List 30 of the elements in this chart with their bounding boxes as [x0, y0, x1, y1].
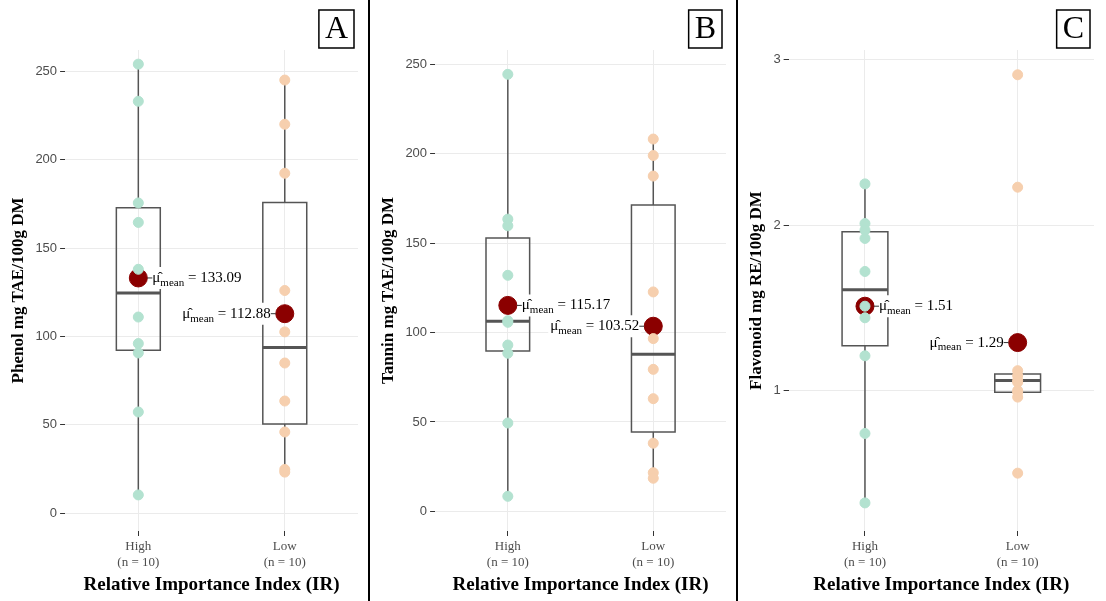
y-tick-label: 250: [35, 62, 58, 78]
x-tick-label: High (n = 10): [486, 538, 529, 569]
chart-title: C: [1062, 9, 1084, 46]
y-axis-title: Flavonoid mg RE/100g DM: [745, 191, 765, 390]
y-tick-label: 50: [42, 416, 58, 432]
x-axis-title: Relative Importance Index (IR): [83, 572, 340, 595]
y-tick-label: 3: [773, 51, 781, 67]
x-tick-label: High (n = 10): [117, 538, 160, 569]
y-tick-label: 200: [35, 151, 58, 167]
x-tick-label: Low (n = 10): [632, 538, 675, 569]
y-tick-label: 100: [35, 328, 58, 344]
chart-title: B: [694, 9, 716, 46]
x-tick-label: Low (n = 10): [263, 538, 306, 569]
y-tick-label: 150: [35, 239, 58, 255]
x-axis-title: Relative Importance Index (IR): [452, 572, 709, 595]
y-tick-label: 100: [405, 324, 428, 340]
y-axis-title: Tannin mg TAE/100g DM: [377, 196, 397, 385]
y-axis-title: Phenol mg TAE/100g DM: [7, 197, 27, 384]
y-tick-label: 2: [773, 216, 781, 232]
y-tick-label: 150: [405, 234, 428, 250]
y-tick-label: 0: [49, 504, 58, 520]
y-tick-label: 250: [405, 55, 428, 71]
y-tick-label: 50: [412, 413, 428, 429]
x-axis-title: Relative Importance Index (IR): [813, 572, 1070, 595]
y-tick-label: 1: [773, 382, 781, 398]
x-tick-label: Low (n = 10): [996, 538, 1039, 569]
y-tick-label: 200: [405, 145, 428, 161]
y-tick-label: 0: [419, 502, 428, 518]
chart-title: A: [324, 9, 348, 46]
x-tick-label: High (n = 10): [843, 538, 886, 569]
